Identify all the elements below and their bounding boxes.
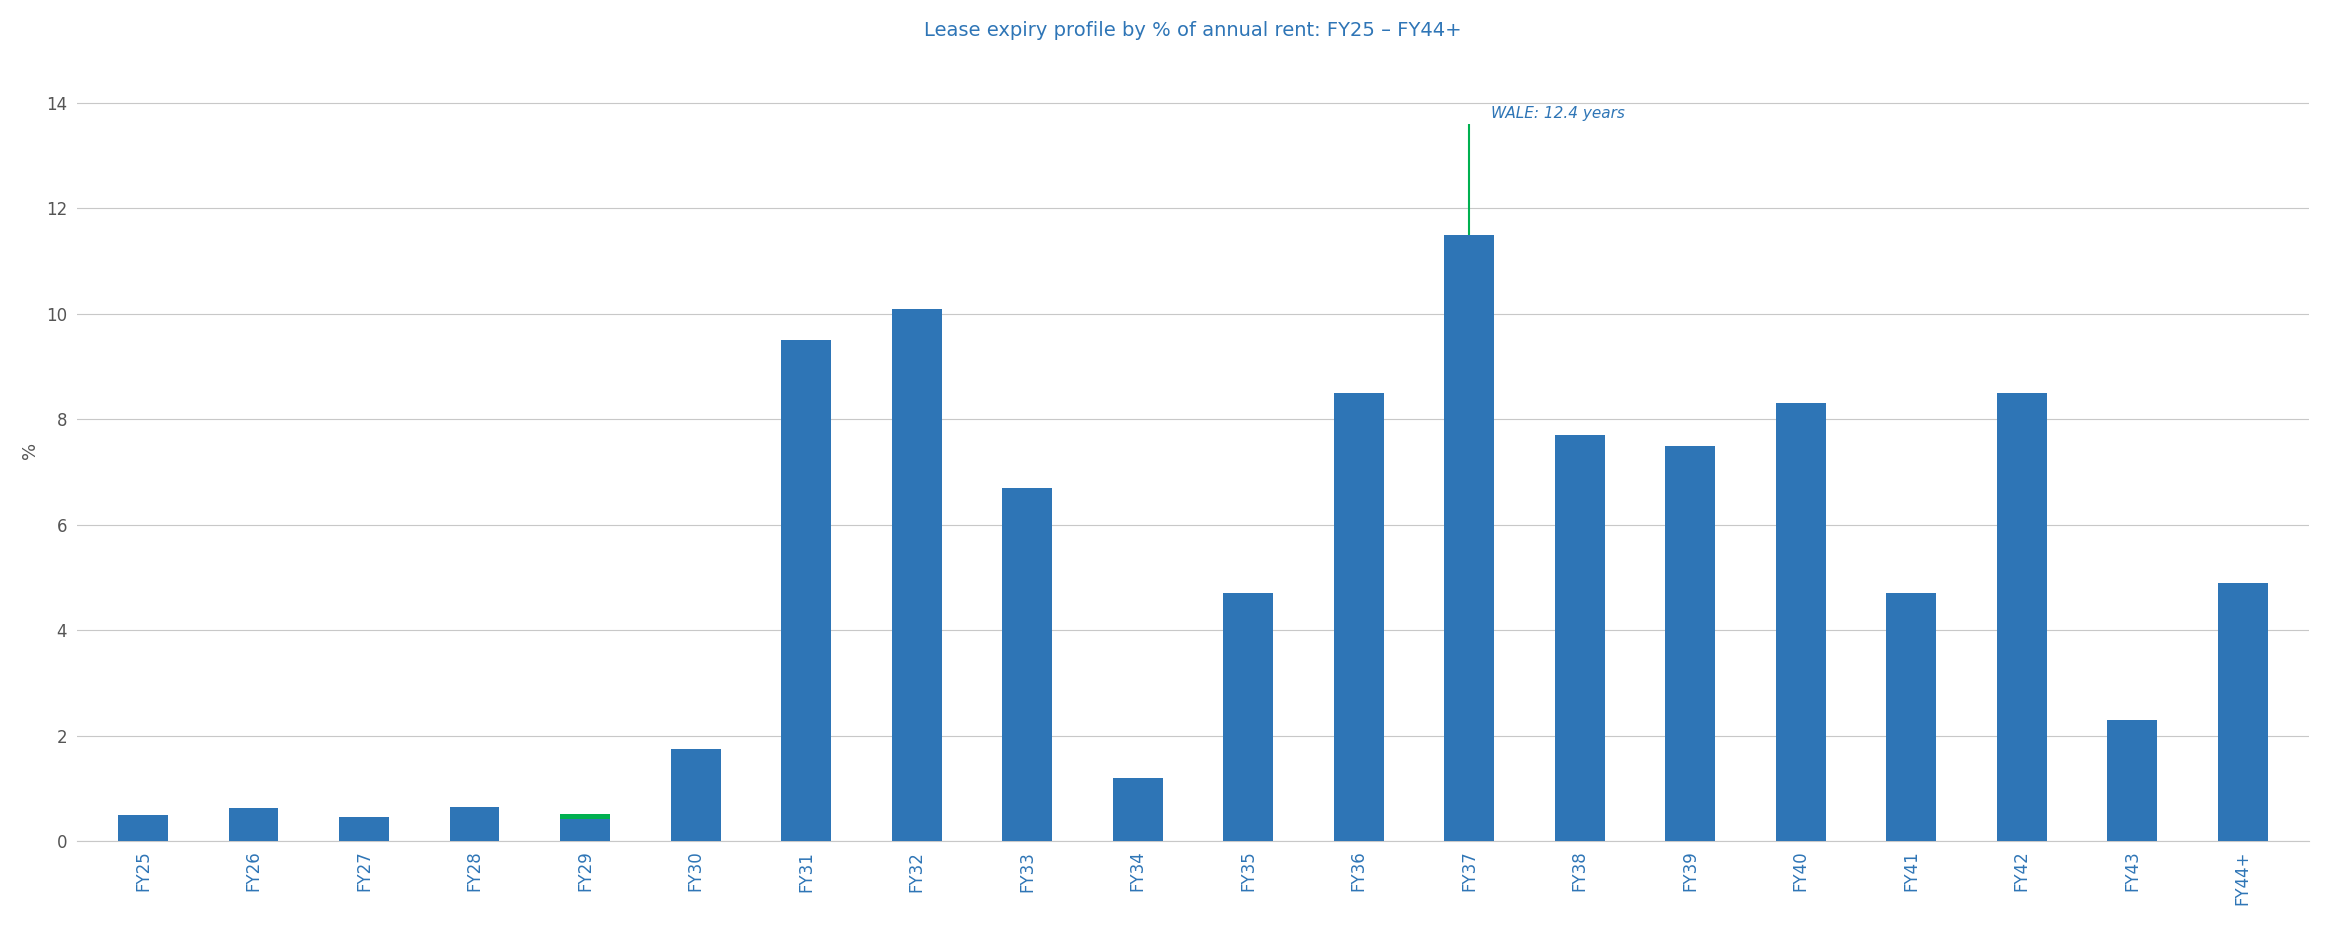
Bar xyxy=(1333,393,1384,841)
Bar xyxy=(1114,778,1163,841)
Text: WALE: 12.4 years: WALE: 12.4 years xyxy=(1491,106,1626,121)
Bar xyxy=(340,818,389,841)
Bar xyxy=(2106,720,2158,841)
Bar xyxy=(1666,445,1715,841)
Bar xyxy=(1775,404,1827,841)
Bar xyxy=(559,814,610,819)
Bar xyxy=(119,815,168,841)
Y-axis label: %: % xyxy=(21,443,40,459)
Bar xyxy=(450,807,499,841)
Bar xyxy=(559,814,610,841)
Bar xyxy=(228,808,280,841)
Bar xyxy=(559,819,610,841)
Title: Lease expiry profile by % of annual rent: FY25 – FY44+: Lease expiry profile by % of annual rent… xyxy=(925,20,1461,40)
Bar xyxy=(892,308,941,841)
Bar xyxy=(671,749,720,841)
Bar xyxy=(1887,594,1936,841)
Bar xyxy=(1223,594,1272,841)
Bar xyxy=(781,340,832,841)
Bar xyxy=(2218,582,2267,841)
Bar xyxy=(1002,488,1053,841)
Bar xyxy=(1997,393,2046,841)
Bar xyxy=(1445,235,1494,841)
Bar xyxy=(1554,435,1605,841)
